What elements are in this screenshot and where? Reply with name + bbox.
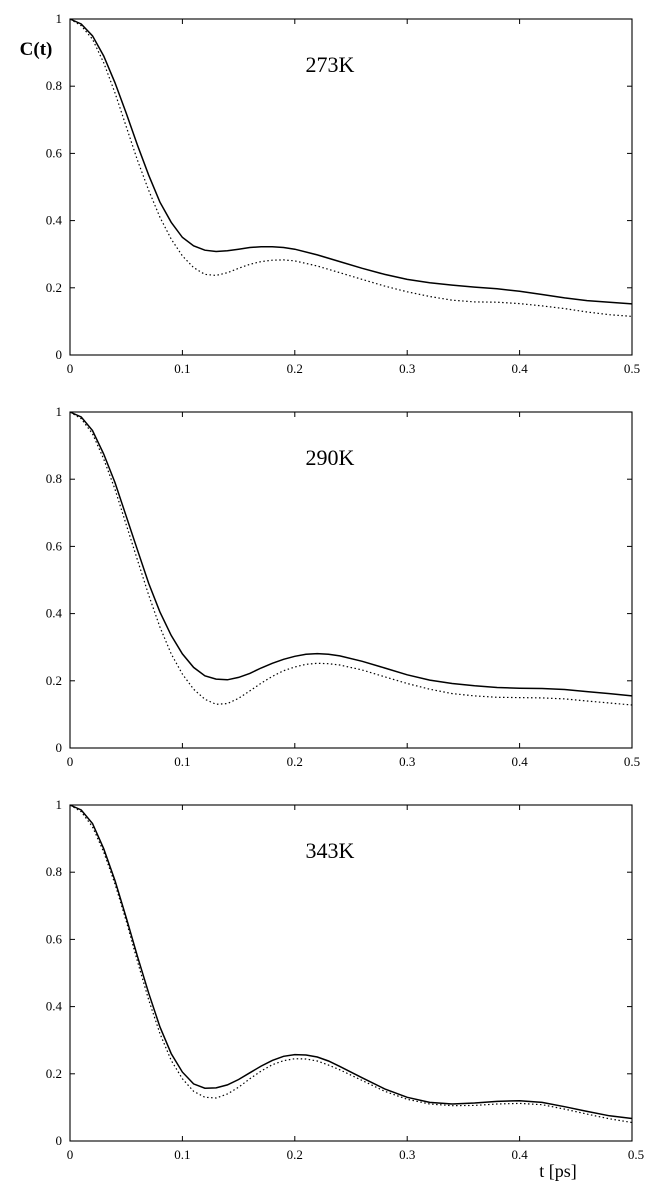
x-tick-label: 0.3 — [399, 361, 415, 376]
x-tick-label: 0.1 — [174, 1147, 190, 1162]
y-tick-label: 0.2 — [46, 673, 62, 688]
y-tick-label: 0.6 — [46, 538, 63, 553]
y-tick-label: 0 — [56, 740, 63, 755]
y-tick-label: 0 — [56, 1133, 63, 1148]
y-tick-label: 1 — [56, 11, 63, 26]
x-tick-label: 0 — [67, 1147, 74, 1162]
x-tick-label: 0.4 — [511, 754, 528, 769]
panel-temperature-label: 290K — [306, 445, 355, 470]
x-axis-label: t [ps] — [539, 1161, 577, 1181]
y-tick-label: 0.8 — [46, 864, 62, 879]
y-tick-label: 0.2 — [46, 1066, 62, 1081]
y-tick-label: 0 — [56, 347, 63, 362]
x-tick-label: 0.4 — [511, 361, 528, 376]
y-tick-label: 0.2 — [46, 280, 62, 295]
y-tick-label: 0.6 — [46, 931, 63, 946]
chart-panel-1: 0 0.1 0.2 0.3 0.4 0.5 0 0.2 0.4 0.6 0.8 1 273K — [46, 11, 640, 376]
x-tick-label: 0.3 — [399, 754, 415, 769]
y-tick-label: 0.8 — [46, 78, 62, 93]
y-tick-label: 0.4 — [46, 606, 63, 621]
x-tick-label: 0.1 — [174, 754, 190, 769]
y-tick-label: 1 — [56, 404, 63, 419]
y-tick-label: 0.4 — [46, 213, 63, 228]
x-tick-label: 0.5 — [624, 361, 640, 376]
y-axis-label: C(t) — [20, 39, 53, 60]
y-tick-label: 0.8 — [46, 471, 62, 486]
x-tick-label: 0.5 — [628, 1147, 644, 1162]
chart-panel-3: 0 0.1 0.2 0.3 0.4 0.5 0 0.2 0.4 0.6 0.8 1 343K — [46, 797, 644, 1162]
y-tick-label: 1 — [56, 797, 63, 812]
x-tick-label: 0 — [67, 754, 74, 769]
y-tick-label: 0.6 — [46, 145, 63, 160]
x-tick-label: 0.2 — [287, 754, 303, 769]
panel-temperature-label: 273K — [306, 52, 355, 77]
x-tick-label: 0.3 — [399, 1147, 415, 1162]
panel-temperature-label: 343K — [306, 838, 355, 863]
x-tick-label: 0.1 — [174, 361, 190, 376]
x-tick-label: 0.4 — [511, 1147, 528, 1162]
x-tick-label: 0.5 — [624, 754, 640, 769]
chart-panel-2: 0 0.1 0.2 0.3 0.4 0.5 0 0.2 0.4 0.6 0.8 1 290K — [46, 404, 640, 769]
x-tick-label: 0.2 — [287, 361, 303, 376]
y-tick-label: 0.4 — [46, 999, 63, 1014]
x-tick-label: 0 — [67, 361, 74, 376]
panels: 0 0.1 0.2 0.3 0.4 0.5 0 0.2 0.4 0.6 0.8 1 273K 0 0.1 0.… — [46, 11, 644, 1162]
x-tick-label: 0.2 — [287, 1147, 303, 1162]
